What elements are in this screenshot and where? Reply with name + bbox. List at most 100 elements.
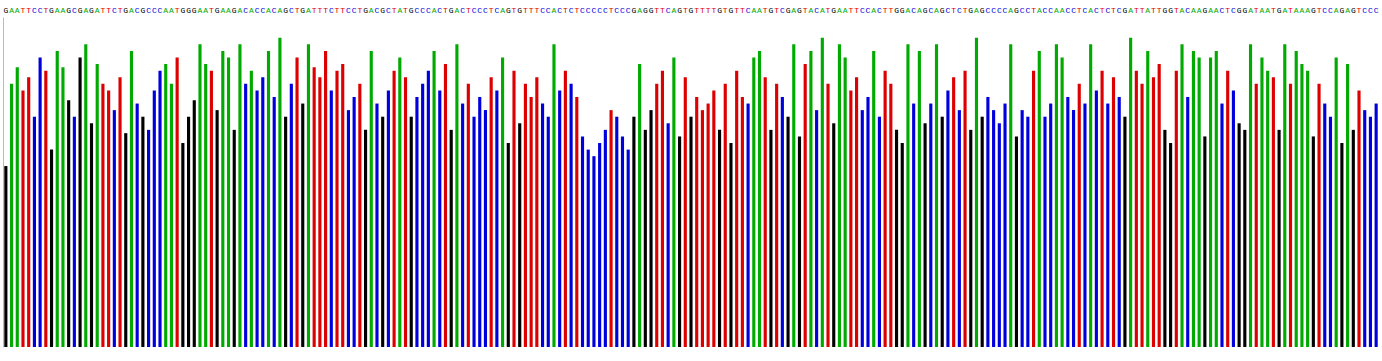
svg-text:A: A	[1294, 6, 1299, 15]
svg-text:T: T	[563, 6, 568, 15]
svg-text:T: T	[963, 6, 968, 15]
svg-text:A: A	[1300, 6, 1305, 15]
svg-text:G: G	[1237, 6, 1242, 15]
svg-text:T: T	[1077, 6, 1082, 15]
svg-text:C: C	[146, 6, 151, 15]
svg-text:C: C	[477, 6, 482, 15]
svg-text:G: G	[49, 6, 54, 15]
svg-text:C: C	[991, 6, 996, 15]
svg-text:C: C	[1117, 6, 1122, 15]
svg-text:G: G	[894, 6, 899, 15]
svg-text:T: T	[826, 6, 831, 15]
svg-text:G: G	[940, 6, 945, 15]
svg-text:C: C	[626, 6, 631, 15]
svg-text:C: C	[546, 6, 551, 15]
svg-text:T: T	[706, 6, 711, 15]
svg-text:C: C	[152, 6, 157, 15]
svg-text:A: A	[1088, 6, 1093, 15]
svg-text:G: G	[900, 6, 905, 15]
svg-text:G: G	[1162, 6, 1167, 15]
svg-text:A: A	[1180, 6, 1185, 15]
svg-text:A: A	[249, 6, 254, 15]
svg-text:T: T	[723, 6, 728, 15]
svg-text:A: A	[906, 6, 911, 15]
svg-text:C: C	[597, 6, 602, 15]
svg-text:C: C	[666, 6, 671, 15]
svg-text:A: A	[15, 6, 20, 15]
svg-text:T: T	[654, 6, 659, 15]
svg-text:C: C	[586, 6, 591, 15]
svg-text:G: G	[923, 6, 928, 15]
svg-text:G: G	[363, 6, 368, 15]
svg-text:A: A	[55, 6, 60, 15]
svg-text:T: T	[1174, 6, 1179, 15]
svg-text:G: G	[140, 6, 145, 15]
svg-text:C: C	[1374, 6, 1379, 15]
svg-text:A: A	[1191, 6, 1196, 15]
svg-text:T: T	[403, 6, 408, 15]
svg-text:A: A	[397, 6, 402, 15]
svg-text:G: G	[283, 6, 288, 15]
svg-text:A: A	[266, 6, 271, 15]
svg-text:G: G	[1339, 6, 1344, 15]
svg-text:A: A	[278, 6, 283, 15]
svg-text:G: G	[1202, 6, 1207, 15]
svg-text:C: C	[135, 6, 140, 15]
svg-text:G: G	[192, 6, 197, 15]
svg-text:A: A	[757, 6, 762, 15]
svg-text:G: G	[123, 6, 128, 15]
svg-text:C: C	[386, 6, 391, 15]
svg-text:A: A	[220, 6, 225, 15]
svg-text:G: G	[769, 6, 774, 15]
svg-text:C: C	[1025, 6, 1030, 15]
svg-text:G: G	[215, 6, 220, 15]
svg-text:T: T	[512, 6, 517, 15]
svg-text:T: T	[312, 6, 317, 15]
svg-text:C: C	[72, 6, 77, 15]
svg-text:A: A	[61, 6, 66, 15]
svg-text:T: T	[609, 6, 614, 15]
svg-text:G: G	[643, 6, 648, 15]
svg-text:G: G	[1311, 6, 1316, 15]
svg-text:A: A	[369, 6, 374, 15]
svg-text:C: C	[1071, 6, 1076, 15]
svg-text:T: T	[774, 6, 779, 15]
svg-text:C: C	[112, 6, 117, 15]
svg-text:C: C	[569, 6, 574, 15]
svg-text:T: T	[21, 6, 26, 15]
svg-text:A: A	[1208, 6, 1213, 15]
svg-text:A: A	[820, 6, 825, 15]
svg-text:G: G	[1123, 6, 1128, 15]
svg-text:T: T	[392, 6, 397, 15]
svg-text:T: T	[694, 6, 699, 15]
svg-text:C: C	[592, 6, 597, 15]
svg-text:A: A	[1054, 6, 1059, 15]
svg-text:A: A	[1345, 6, 1350, 15]
svg-text:G: G	[631, 6, 636, 15]
svg-text:T: T	[740, 6, 745, 15]
svg-text:T: T	[106, 6, 111, 15]
svg-text:C: C	[1231, 6, 1236, 15]
svg-text:T: T	[1100, 6, 1105, 15]
svg-text:T: T	[43, 6, 48, 15]
svg-text:T: T	[466, 6, 471, 15]
svg-text:C: C	[603, 6, 608, 15]
svg-text:A: A	[198, 6, 203, 15]
svg-text:C: C	[860, 6, 865, 15]
svg-text:C: C	[620, 6, 625, 15]
svg-text:T: T	[534, 6, 539, 15]
svg-text:C: C	[420, 6, 425, 15]
svg-text:C: C	[928, 6, 933, 15]
svg-text:T: T	[340, 6, 345, 15]
svg-text:A: A	[843, 6, 848, 15]
svg-text:C: C	[957, 6, 962, 15]
svg-text:G: G	[786, 6, 791, 15]
svg-text:T: T	[854, 6, 859, 15]
svg-text:G: G	[689, 6, 694, 15]
svg-text:A: A	[791, 6, 796, 15]
svg-text:T: T	[443, 6, 448, 15]
svg-text:G: G	[797, 6, 802, 15]
svg-text:T: T	[1031, 6, 1036, 15]
svg-text:G: G	[506, 6, 511, 15]
svg-text:C: C	[614, 6, 619, 15]
